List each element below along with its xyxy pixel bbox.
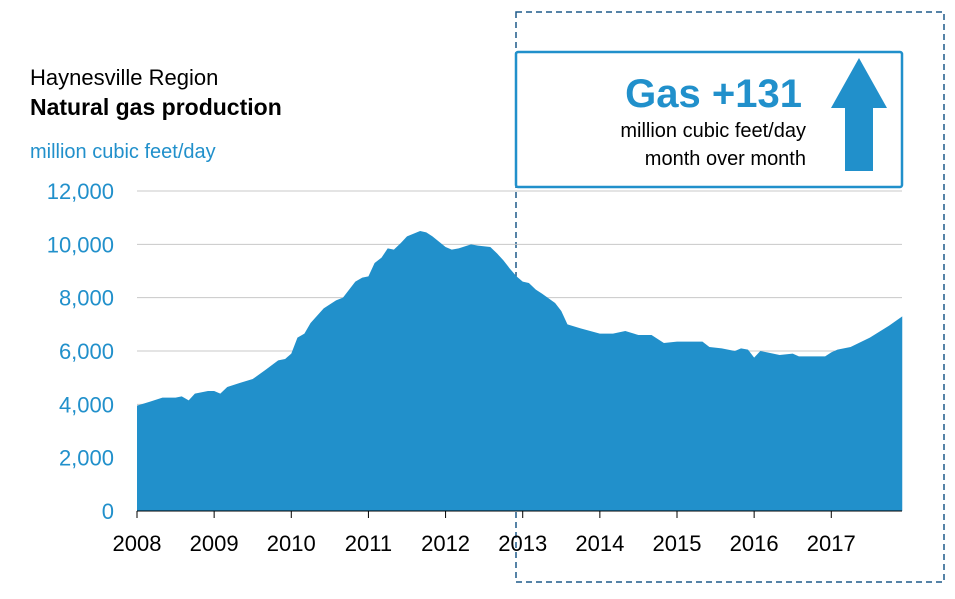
production-area xyxy=(137,231,903,511)
up-arrow-icon xyxy=(831,58,887,171)
x-tick-label: 2008 xyxy=(113,531,162,556)
x-tick-label: 2015 xyxy=(653,531,702,556)
callout: Gas +131 million cubic feet/day month ov… xyxy=(514,50,904,189)
x-tick-label: 2011 xyxy=(345,531,392,556)
y-tick-label: 10,000 xyxy=(47,232,114,257)
callout-box xyxy=(514,50,904,189)
callout-line1: million cubic feet/day xyxy=(620,120,806,142)
x-axis: 2008 2009 2010 2011 2012 2013 2014 2015 2016 2017 xyxy=(113,510,902,556)
x-tick-label: 2012 xyxy=(421,531,470,556)
x-tick-label: 2013 xyxy=(498,531,547,556)
callout-headline: Gas +131 xyxy=(625,72,802,116)
x-tick-label: 2014 xyxy=(575,531,624,556)
callout-line2: month over month xyxy=(645,148,806,170)
y-tick-label: 8,000 xyxy=(59,286,114,311)
chart-title: Natural gas production xyxy=(30,94,282,120)
x-tick-label: 2009 xyxy=(190,531,239,556)
y-tick-label: 12,000 xyxy=(47,179,114,204)
y-tick-label: 0 xyxy=(102,499,114,524)
chart-unit-label: million cubic feet/day xyxy=(30,141,216,163)
x-tick-label: 2016 xyxy=(730,531,779,556)
y-axis: 0 2,000 4,000 6,000 8,000 10,000 12,000 xyxy=(47,179,114,524)
x-tick-label: 2010 xyxy=(267,531,316,556)
y-tick-label: 2,000 xyxy=(59,446,114,471)
y-tick-label: 6,000 xyxy=(59,339,114,364)
y-tick-label: 4,000 xyxy=(59,392,114,417)
x-tick-label: 2017 xyxy=(807,531,856,556)
chart-supertitle: Haynesville Region xyxy=(30,65,218,90)
